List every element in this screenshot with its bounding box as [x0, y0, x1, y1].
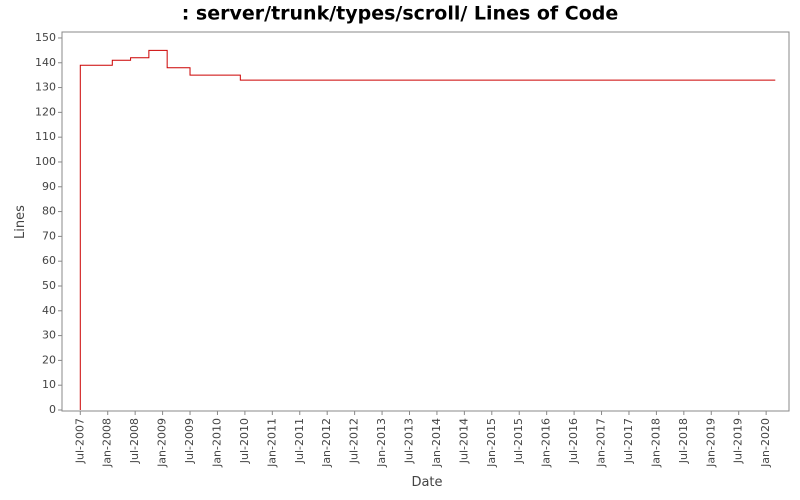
x-tick-label: Jan-2015 [485, 418, 498, 468]
y-tick-label: 40 [42, 304, 56, 317]
plot-area [61, 31, 790, 412]
y-tick-label: 110 [35, 130, 56, 143]
x-tick-label: Jan-2013 [375, 418, 388, 468]
x-tick-label: Jan-2017 [595, 418, 608, 468]
x-tick-label: Jan-2014 [430, 418, 443, 468]
chart-title: : server/trunk/types/scroll/ Lines of Co… [182, 3, 619, 25]
y-tick-label: 100 [35, 155, 56, 168]
x-tick-label: Jul-2008 [128, 418, 141, 464]
x-tick-label: Jul-2013 [402, 418, 415, 464]
x-tick-label: Jan-2020 [759, 418, 772, 468]
y-tick-label: 70 [42, 229, 56, 242]
y-tick-label: 10 [42, 378, 56, 391]
y-tick-label: 140 [35, 56, 56, 69]
y-tick-label: 60 [42, 254, 56, 267]
y-tick-label: 120 [35, 105, 56, 118]
x-tick-label: Jul-2010 [238, 418, 251, 464]
y-tick-label: 90 [42, 180, 56, 193]
y-tick-label: 20 [42, 353, 56, 366]
data-line [79, 49, 776, 410]
y-tick-label: 30 [42, 329, 56, 342]
x-tick-label: Jul-2019 [732, 418, 745, 464]
x-tick-label: Jan-2018 [649, 418, 662, 468]
x-tick-label: Jul-2012 [348, 418, 361, 464]
x-tick-label: Jan-2009 [156, 418, 169, 468]
x-tick-label: Jan-2012 [320, 418, 333, 468]
x-tick-label: Jul-2017 [622, 418, 635, 464]
x-tick-label: Jul-2015 [512, 418, 525, 464]
y-tick-label: 0 [49, 403, 56, 416]
y-tick-label: 130 [35, 81, 56, 94]
x-tick-label: Jul-2014 [457, 418, 470, 464]
x-tick-label: Jul-2007 [73, 418, 86, 464]
y-axis-label: Lines [13, 205, 28, 239]
x-tick-label: Jul-2011 [293, 418, 306, 464]
y-tick-label: 150 [35, 31, 56, 44]
x-tick-label: Jan-2011 [265, 418, 278, 468]
x-axis-label: Date [411, 475, 442, 490]
x-tick-label: Jan-2010 [210, 418, 223, 468]
x-tick-label: Jul-2009 [183, 418, 196, 464]
x-tick-label: Jan-2019 [704, 418, 717, 468]
x-tick-label: Jul-2016 [567, 418, 580, 464]
x-tick-label: Jan-2008 [101, 418, 114, 468]
y-tick-label: 80 [42, 205, 56, 218]
x-tick-label: Jul-2018 [677, 418, 690, 464]
y-tick-label: 50 [42, 279, 56, 292]
x-tick-label: Jan-2016 [540, 418, 553, 468]
